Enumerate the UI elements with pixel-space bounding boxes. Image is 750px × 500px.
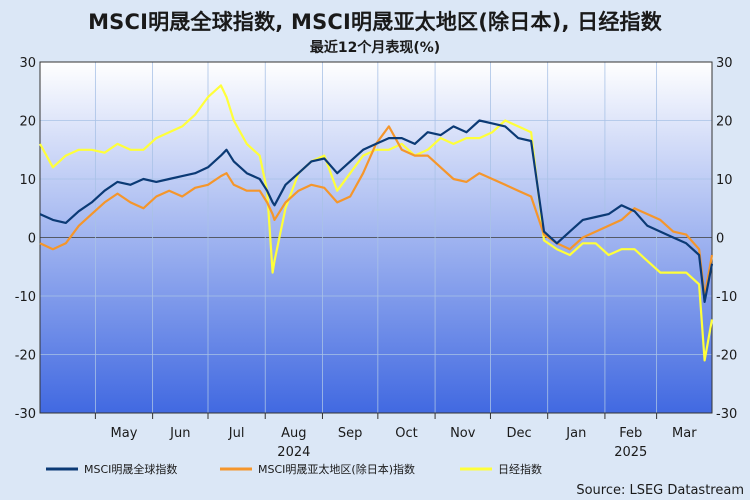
y-tick-label-right: 20: [716, 115, 733, 130]
y-tick-label-right: -30: [716, 407, 737, 422]
legend-label-1: MSCI明晟亚太地区(除日本)指数: [258, 462, 415, 476]
legend-label-2: 日经指数: [498, 462, 542, 476]
y-tick-label-right: 30: [716, 56, 733, 71]
x-tick-label: Sep: [338, 426, 363, 441]
y-tick-label-left: 20: [19, 115, 36, 130]
legend: MSCI明晟全球指数 MSCI明晟亚太地区(除日本)指数 日经指数: [46, 462, 542, 476]
year-label: 2024: [277, 445, 310, 460]
series-line-0: [39, 119, 714, 303]
plot-frame: [39, 61, 713, 414]
x-tick-label: Jan: [565, 426, 586, 441]
chart-title: MSCI明晟全球指数, MSCI明晟亚太地区(除日本), 日经指数: [88, 10, 662, 34]
y-tick-label-right: 0: [716, 232, 724, 247]
y-tick-label-right: -10: [716, 290, 737, 305]
y-tick-label-left: 10: [19, 173, 36, 188]
y-tick-label-left: -20: [15, 349, 36, 364]
x-tick-label: Jul: [228, 426, 245, 441]
source-note: Source: LSEG Datastream: [576, 483, 744, 498]
x-tick-label: Oct: [395, 426, 417, 441]
chart-subtitle: 最近12个月表现(%): [309, 40, 441, 56]
x-tick-label: Dec: [506, 426, 531, 441]
year-label: 2025: [614, 445, 647, 460]
y-tick-label-left: -10: [15, 290, 36, 305]
x-tick-label: Jun: [169, 426, 190, 441]
x-tick-label: Nov: [450, 426, 476, 441]
x-tick-label: Mar: [672, 426, 697, 441]
y-tick-label-right: 10: [716, 173, 733, 188]
series-line-1: [39, 125, 714, 298]
legend-label-0: MSCI明晟全球指数: [84, 462, 177, 476]
x-tick-label: May: [111, 426, 138, 441]
y-tick-label-left: -30: [15, 407, 36, 422]
y-tick-label-left: 0: [28, 232, 36, 247]
series-line-2: [39, 84, 714, 362]
x-tick-label: Feb: [619, 426, 642, 441]
x-tick-label: Aug: [281, 426, 306, 441]
series-group: [39, 84, 714, 362]
axes: -30 -30 -20 -20 -10 -10 0 0 10 10 20 20 30 30 May Jun Ju…: [15, 56, 737, 460]
y-tick-label-left: 30: [19, 56, 36, 71]
y-tick-label-right: -20: [716, 349, 737, 364]
